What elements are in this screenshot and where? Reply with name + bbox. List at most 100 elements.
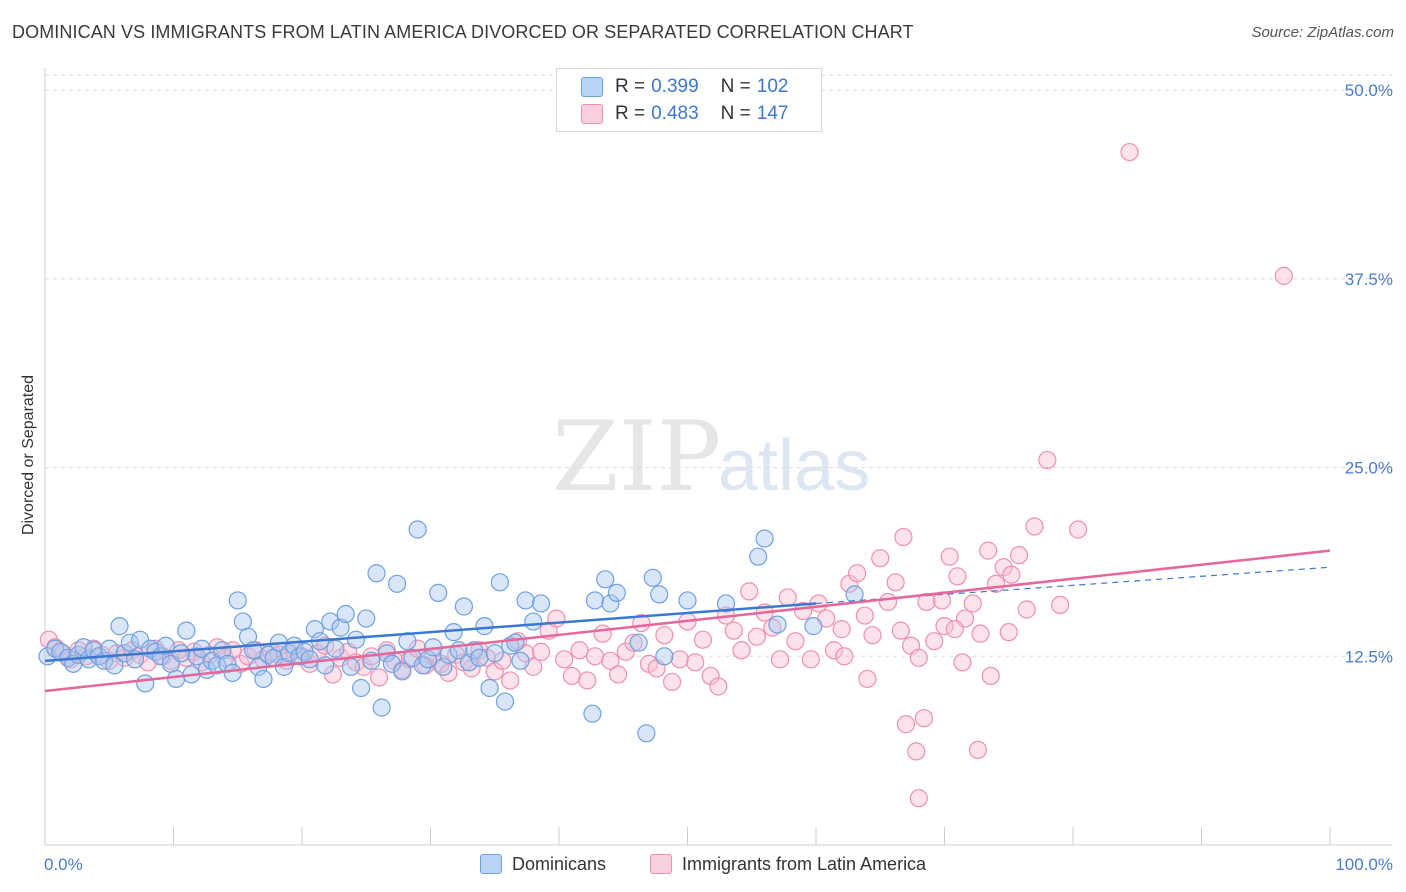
immigrants-point bbox=[999, 623, 1018, 642]
dominicans-points bbox=[38, 520, 864, 743]
immigrants-point bbox=[925, 632, 944, 651]
immigrants-point bbox=[501, 671, 520, 690]
dominicans-point bbox=[346, 630, 366, 649]
immigrants-point bbox=[763, 618, 782, 637]
immigrants-point bbox=[935, 617, 954, 636]
immigrants-point bbox=[662, 672, 682, 692]
dominicans-point bbox=[352, 678, 371, 698]
immigrants-point bbox=[786, 632, 805, 651]
dominicans-point bbox=[321, 612, 340, 631]
dominicans-point bbox=[336, 604, 355, 624]
immigrants-point bbox=[732, 641, 751, 660]
immigrants-point bbox=[709, 677, 728, 696]
immigrants-point bbox=[1038, 450, 1057, 470]
immigrants-point bbox=[686, 653, 705, 672]
dominicans-point bbox=[177, 621, 196, 640]
immigrants-point bbox=[585, 647, 605, 666]
dominicans-point bbox=[74, 638, 93, 657]
dominicans-point bbox=[110, 617, 129, 636]
dominicans-point bbox=[403, 648, 422, 667]
bottom-legend-swatch-blue bbox=[480, 854, 502, 874]
dominicans-trend-line bbox=[44, 602, 817, 663]
immigrants-point bbox=[1002, 565, 1021, 584]
immigrants-point bbox=[914, 709, 934, 728]
immigrants-point bbox=[891, 621, 910, 640]
y-tick-label: 37.5% bbox=[1345, 270, 1393, 289]
legend-row-immigrants: R = 0.483 N = 147 bbox=[581, 101, 788, 127]
dominicans-point bbox=[382, 654, 402, 673]
bottom-legend-swatch-pink bbox=[650, 854, 672, 874]
dominicans-point bbox=[387, 574, 407, 593]
immigrants-point bbox=[1120, 142, 1139, 162]
y-tick-label: 50.0% bbox=[1345, 81, 1393, 100]
immigrants-point bbox=[945, 620, 964, 639]
immigrants-point bbox=[907, 742, 926, 761]
dominicans-point bbox=[755, 529, 774, 548]
immigrants-point bbox=[824, 641, 844, 660]
dominicans-point bbox=[506, 633, 525, 652]
dominicans-point bbox=[223, 663, 242, 683]
immigrants-point bbox=[848, 564, 867, 583]
legend-n-value: 147 bbox=[756, 103, 789, 124]
immigrants-point bbox=[562, 666, 581, 686]
bottom-legend-immigrants: Immigrants from Latin America bbox=[650, 852, 926, 876]
legend-r-value: 0.399 bbox=[651, 76, 699, 97]
dominicans-point bbox=[213, 641, 232, 660]
y-axis-label: Divorced or Separated bbox=[20, 375, 37, 535]
dominicans-point bbox=[516, 591, 535, 610]
immigrants-point bbox=[493, 651, 512, 670]
dominicans-point bbox=[444, 623, 463, 642]
dominicans-point bbox=[475, 617, 494, 636]
dominicans-point bbox=[228, 591, 247, 610]
trend-lines bbox=[44, 549, 1331, 693]
immigrants-point bbox=[981, 666, 1000, 686]
dominicans-point bbox=[678, 591, 697, 610]
dominicans-trend-extension bbox=[815, 566, 1331, 605]
immigrants-point bbox=[1025, 517, 1044, 536]
dominicans-point bbox=[583, 704, 602, 723]
dominicans-point bbox=[120, 633, 139, 652]
dominicans-point bbox=[607, 583, 626, 602]
dominicans-point bbox=[326, 639, 345, 658]
dominicans-point bbox=[490, 573, 509, 592]
dominicans-point bbox=[130, 630, 150, 649]
dominicans-point bbox=[655, 647, 674, 666]
dominicans-point bbox=[367, 564, 386, 583]
axis-labels: 12.5% 25.0% 37.5% 50.0% 0.0% 100.0% Divorced o… bbox=[20, 81, 1393, 874]
x-tick-label-end: 100.0% bbox=[1335, 855, 1393, 874]
immigrants-point bbox=[531, 642, 551, 661]
watermark-atlas: atlas bbox=[718, 426, 870, 506]
immigrants-point bbox=[886, 573, 905, 592]
dominicans-point bbox=[418, 650, 438, 669]
immigrants-point bbox=[778, 588, 797, 607]
dominicans-point bbox=[596, 570, 615, 589]
dominicans-point bbox=[254, 669, 273, 689]
dominicans-point bbox=[305, 620, 324, 639]
immigrants-point bbox=[948, 567, 967, 586]
immigrants-point bbox=[1017, 600, 1036, 619]
legend-n-label: N = bbox=[720, 76, 751, 97]
dominicans-point bbox=[601, 594, 620, 613]
immigrants-point bbox=[863, 626, 882, 645]
immigrants-point bbox=[693, 630, 713, 649]
dominicans-point bbox=[459, 653, 479, 672]
immigrants-point bbox=[601, 651, 620, 670]
dominicans-point bbox=[495, 692, 515, 711]
grid-lines bbox=[45, 74, 1392, 657]
dominicans-point bbox=[372, 698, 391, 717]
immigrants-point bbox=[855, 606, 874, 625]
immigrants-point bbox=[570, 641, 589, 660]
dominicans-point bbox=[300, 650, 319, 669]
y-tick-label: 12.5% bbox=[1345, 647, 1393, 666]
legend-row-dominicans: R = 0.399 N = 102 bbox=[581, 74, 788, 100]
immigrants-point bbox=[963, 594, 982, 613]
dominicans-point bbox=[629, 633, 648, 652]
immigrants-points bbox=[39, 142, 1293, 808]
dominicans-point bbox=[768, 615, 787, 634]
dominicans-point bbox=[480, 678, 499, 698]
dominicans-point bbox=[233, 612, 252, 631]
legend-swatch-pink bbox=[581, 104, 603, 124]
axes bbox=[44, 68, 1392, 846]
immigrants-point bbox=[770, 650, 790, 669]
